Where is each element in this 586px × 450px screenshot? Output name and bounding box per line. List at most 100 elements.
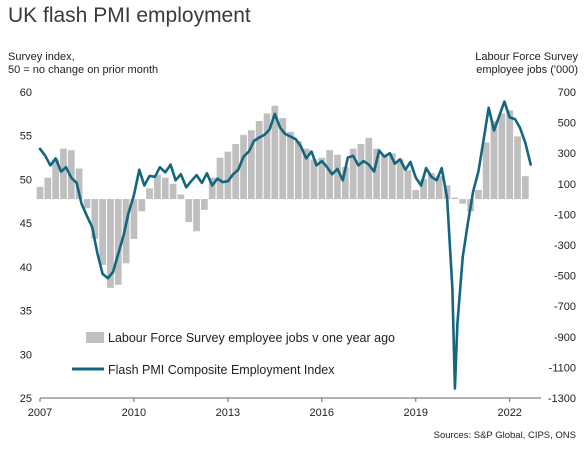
bar-series [36,105,529,288]
bar [482,142,490,200]
bar [420,179,427,200]
right-tick-label: -700 [554,301,576,313]
legend-bar-label: Labour Force Survey employee jobs v one … [108,331,395,345]
right-tick-label: 500 [558,118,576,130]
bar [138,199,146,212]
bar [169,183,177,200]
bar [224,151,232,200]
bar [373,148,380,200]
left-tick-label: 55 [20,131,32,143]
bar [99,199,106,265]
bar [60,148,67,200]
x-tick-label: 2022 [497,407,521,419]
bar [240,134,247,200]
bar [334,154,341,200]
bar [506,110,514,200]
chart-title: UK flash PMI employment [8,4,251,27]
x-tick-label: 2007 [28,407,52,419]
bar [459,199,467,204]
x-tick-label: 2019 [404,407,428,419]
bar [428,173,435,200]
bar [91,199,99,239]
bar [107,199,114,288]
pmi-line [38,100,533,390]
bar [52,159,60,200]
bar [193,199,200,232]
right-tick-label: -100 [554,209,576,221]
legend-bar-swatch [86,332,104,343]
line-series [38,100,533,390]
right-tick-label: -1300 [548,393,576,405]
bar [271,105,279,200]
left-axis-label-line-2: 50 = no change on prior month [8,64,159,76]
bar [216,157,224,200]
bar [396,159,404,200]
bar [302,148,310,200]
bar [161,177,169,200]
right-axis-label: Labour Force Survey employee jobs ('000) [475,51,578,77]
right-tick-label: -500 [554,271,576,283]
bar [349,148,357,200]
bar [67,150,75,200]
right-tick-label: 700 [558,87,576,99]
x-tick-label: 2013 [216,407,240,419]
bar [435,176,443,200]
legend-line-label: Flash PMI Composite Employment Index [108,363,335,377]
right-tick-label: -900 [554,332,576,344]
left-tick-label: 40 [20,262,32,274]
axes: 25 30 35 40 45 50 55 60 -1300 -1100 -900 -700 -500 -3… [20,87,576,419]
left-tick-label: 35 [20,306,32,318]
bar [154,174,161,200]
bar [44,177,52,200]
bar [146,188,153,200]
bar [185,199,193,223]
bar [451,197,459,200]
bar [404,170,412,200]
bar [490,121,498,200]
x-tick-label: 2010 [122,407,146,419]
right-tick-label: -1100 [549,362,576,374]
bar [208,177,216,200]
right-axis-label-line-1: Labour Force Survey [475,51,578,63]
bar [114,199,122,285]
bar [201,199,208,210]
bar [287,131,294,200]
bar [326,150,333,200]
bar [36,186,44,200]
bar [514,136,521,200]
bar [521,176,529,200]
bar [318,157,326,200]
bar [83,199,91,209]
bar [279,118,287,200]
right-tick-label: 300 [558,148,576,160]
bar [75,168,83,200]
bar [341,166,349,200]
left-tick-label: 30 [20,349,32,361]
source-note: Sources: S&P Global, CIPS, ONS [433,430,576,441]
left-axis-label-line-1: Survey index, [8,51,75,63]
bar [310,159,318,200]
bar [381,154,388,200]
left-tick-label: 50 [20,174,32,186]
bar [263,113,271,200]
bar [294,140,302,200]
right-axis-label-line-2: employee jobs ('000) [476,64,578,76]
bar [388,153,396,200]
bar [365,137,373,200]
left-tick-label: 45 [20,218,32,230]
bar [130,199,138,239]
x-tick-label: 2016 [310,407,334,419]
bar [412,189,420,200]
bar [177,194,185,200]
bar [122,199,130,264]
bar [357,144,365,200]
bar [498,113,506,200]
right-tick-label: -300 [554,240,576,252]
bar [255,121,263,200]
legend: Labour Force Survey employee jobs v one … [72,331,395,377]
bar [247,130,255,200]
left-tick-label: 60 [20,87,32,99]
left-axis-label: Survey index, 50 = no change on prior mo… [8,51,158,77]
bar [475,189,482,200]
